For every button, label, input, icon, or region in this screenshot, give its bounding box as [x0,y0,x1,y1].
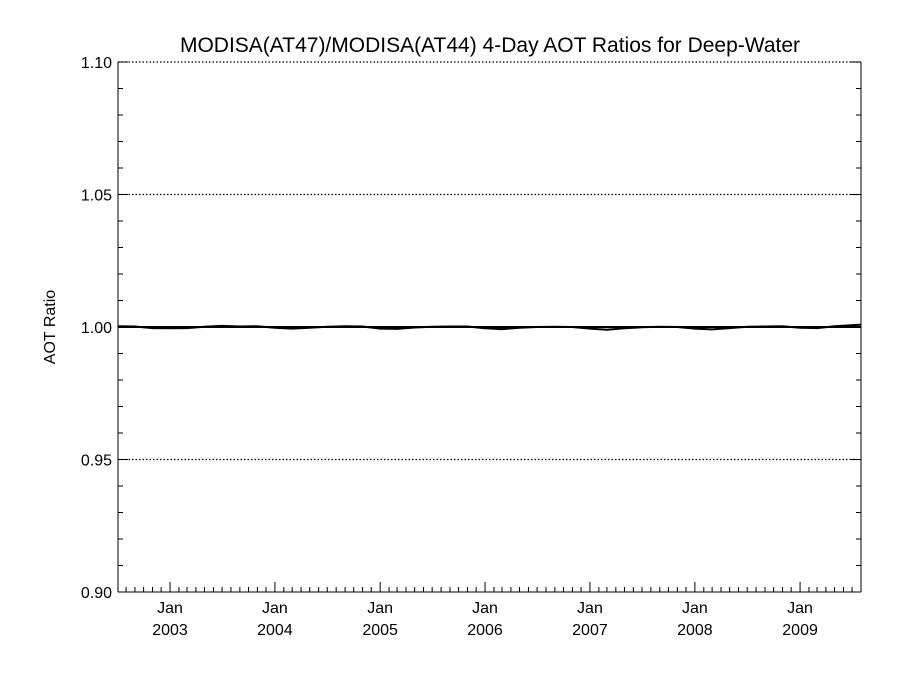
y-tick-label: 1.10 [81,55,112,72]
x-tick-label-month: Jan [577,600,603,617]
x-tick-label-month: Jan [367,600,393,617]
x-tick-label-month: Jan [262,600,288,617]
y-tick-label: 1.05 [81,188,112,205]
chart-title: MODISA(AT47)/MODISA(AT44) 4-Day AOT Rati… [180,34,800,57]
y-tick-label: 0.90 [81,585,112,602]
x-tick-label-month: Jan [682,600,708,617]
ticks [118,61,862,593]
x-tick-label-month: Jan [157,600,183,617]
x-tick-label-year: 2005 [362,622,398,639]
series-group [117,323,862,331]
x-tick-label-year: 2003 [152,622,188,639]
x-tick-label-year: 2008 [677,622,713,639]
x-tick-label-month: Jan [472,600,498,617]
tick-labels: 0.90 0.95 1.00 1.05 1.10 Jan 2003 Jan 2004 Jan 200… [81,55,818,639]
x-tick-label-year: 2009 [782,622,818,639]
x-tick-label-year: 2004 [257,622,293,639]
series-line [117,323,862,331]
gridlines [118,61,861,461]
y-axis-label: AOT Ratio [42,290,59,365]
x-tick-label-year: 2007 [572,622,608,639]
x-tick-label-year: 2006 [467,622,503,639]
y-tick-label: 0.95 [81,453,112,470]
y-tick-label: 1.00 [81,320,112,337]
x-tick-label-month: Jan [787,600,813,617]
